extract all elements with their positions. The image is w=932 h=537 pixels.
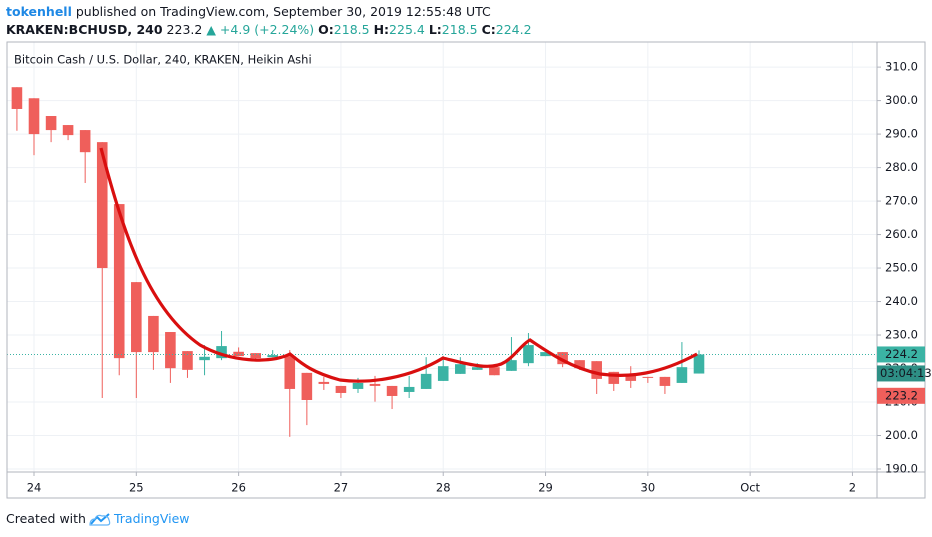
grid bbox=[7, 42, 877, 472]
candle-body bbox=[199, 356, 210, 361]
x-tick-label: 24 bbox=[27, 481, 42, 495]
symbol: KRAKEN:BCHUSD, 240 bbox=[6, 22, 163, 37]
header-line-1: tokenhell published on TradingView.com, … bbox=[6, 3, 532, 21]
price: 223.2 bbox=[166, 22, 203, 37]
x-tick-label: 25 bbox=[129, 481, 144, 495]
ohlc-value: 224.2 bbox=[495, 22, 532, 37]
ohlc-value: 218.5 bbox=[441, 22, 478, 37]
last-close-box bbox=[877, 346, 925, 363]
y-tick-label: 280.0 bbox=[885, 160, 918, 174]
frame bbox=[6, 41, 926, 499]
y-tick-label: 240.0 bbox=[885, 294, 918, 308]
x-tick-label: 30 bbox=[641, 481, 656, 495]
brand: TradingView bbox=[113, 511, 190, 526]
candle-body bbox=[676, 367, 688, 383]
footer-text: Created with bbox=[6, 511, 86, 526]
y-tick-label: 270.0 bbox=[885, 194, 918, 208]
publisher: tokenhell bbox=[6, 4, 72, 19]
candle-body bbox=[369, 383, 381, 386]
last-close-label: 224.2 bbox=[885, 347, 918, 361]
y-tick-label: 230.0 bbox=[885, 328, 918, 342]
candle-body bbox=[131, 282, 142, 353]
x-tick-label: 2 bbox=[849, 481, 856, 495]
ohlc-label: C: bbox=[481, 22, 496, 37]
candle-body bbox=[506, 360, 517, 371]
candle-body bbox=[11, 87, 23, 109]
candle-body bbox=[216, 346, 227, 359]
y-tick-label: 200.0 bbox=[885, 428, 918, 442]
chart-title: Bitcoin Cash / U.S. Dollar, 240, KRAKEN,… bbox=[14, 53, 312, 67]
candle-body bbox=[62, 125, 74, 136]
candle-body bbox=[608, 371, 620, 384]
candle-body bbox=[420, 373, 432, 389]
y-tick-label: 300.0 bbox=[885, 93, 918, 107]
candle-body bbox=[471, 367, 483, 370]
candle-body bbox=[489, 367, 500, 376]
pattern-curve bbox=[99, 147, 698, 383]
countdown-box bbox=[877, 365, 925, 382]
y-tick-label: 290.0 bbox=[885, 127, 918, 141]
axes: 190.0200.0210.0220.0230.0240.0250.0260.0… bbox=[27, 60, 932, 495]
last-price-label: 223.2 bbox=[885, 388, 918, 402]
chart: Bitcoin Cash / U.S. Dollar, 240, KRAKEN,… bbox=[6, 41, 932, 499]
change: ▲ +4.9 (+2.24%) bbox=[206, 22, 315, 37]
header: tokenhell published on TradingView.com, … bbox=[6, 3, 532, 39]
candle-body bbox=[335, 385, 347, 393]
y-tick-label: 260.0 bbox=[885, 227, 918, 241]
candle-body bbox=[352, 382, 364, 389]
candle-body bbox=[284, 356, 296, 389]
candle-body bbox=[165, 332, 176, 369]
candle-body bbox=[233, 351, 244, 357]
candle-body bbox=[318, 381, 330, 384]
candle-body bbox=[148, 315, 159, 353]
candle-body bbox=[182, 351, 193, 370]
candle-body bbox=[301, 372, 313, 400]
candle-body bbox=[523, 345, 534, 364]
candle-body bbox=[267, 355, 278, 358]
footer: Created with TradingView bbox=[6, 511, 190, 526]
candle-body bbox=[540, 352, 551, 357]
candle-body bbox=[28, 98, 40, 135]
candle-body bbox=[113, 204, 125, 359]
published: published on TradingView.com, September … bbox=[75, 4, 491, 19]
candle-body bbox=[386, 385, 398, 396]
candle-body bbox=[642, 376, 654, 378]
candle-body bbox=[455, 364, 466, 374]
candle-body bbox=[403, 386, 415, 392]
ohlc-label: L: bbox=[428, 22, 442, 37]
x-tick-label: 27 bbox=[334, 481, 349, 495]
candle-body bbox=[437, 366, 449, 381]
y-tick-label: 250.0 bbox=[885, 261, 918, 275]
countdown-label: 03:04:13 bbox=[880, 366, 932, 380]
candle-body bbox=[250, 353, 261, 359]
ohlc-value: 225.4 bbox=[389, 22, 425, 37]
candle-body bbox=[693, 354, 705, 374]
candle-body bbox=[625, 375, 637, 381]
y-tick-label: 310.0 bbox=[885, 60, 918, 74]
logo bbox=[89, 512, 111, 526]
y-tick-label: 190.0 bbox=[885, 461, 918, 475]
ohlc-value: 218.5 bbox=[333, 22, 370, 37]
x-tick-label: 29 bbox=[538, 481, 553, 495]
candle-body bbox=[659, 376, 671, 386]
candle-body bbox=[79, 130, 91, 153]
x-tick-label: 28 bbox=[436, 481, 451, 495]
candle-body bbox=[574, 360, 585, 369]
last-price-box bbox=[877, 387, 925, 404]
candle-body bbox=[591, 361, 602, 379]
header-line-2: KRAKEN:BCHUSD, 240 223.2 ▲ +4.9 (+2.24%)… bbox=[6, 21, 532, 39]
candle-body bbox=[96, 142, 108, 269]
x-tick-label: Oct bbox=[740, 481, 760, 495]
ohlc-label: H: bbox=[373, 22, 390, 37]
candle-body bbox=[45, 116, 57, 131]
candle-body bbox=[557, 352, 568, 365]
x-tick-label: 26 bbox=[231, 481, 246, 495]
ohlc-label: O: bbox=[318, 22, 334, 37]
